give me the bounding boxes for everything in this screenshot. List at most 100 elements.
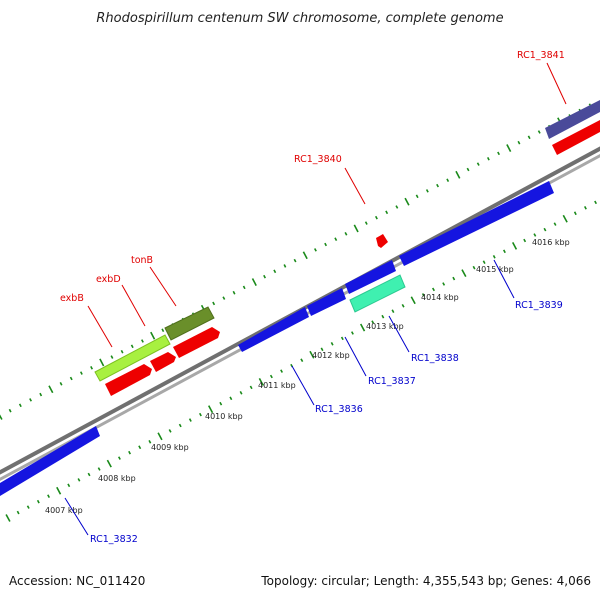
- tick-mark: [562, 214, 568, 223]
- tick-mark: [506, 144, 512, 152]
- gene-RC1-3838-blue[interactable]: [345, 260, 396, 294]
- gene-label-RC1-3841[interactable]: RC1_3841: [517, 50, 565, 61]
- tick-mark: [391, 309, 395, 313]
- topology-text: Topology: circular; Length: 4,355,543 bp…: [260, 574, 591, 588]
- gene-label-RC1-3838[interactable]: RC1_3838: [411, 353, 459, 364]
- gene-red-1[interactable]: [105, 364, 152, 396]
- tick-mark: [0, 414, 3, 420]
- tick-mark: [48, 385, 54, 394]
- tick-mark: [128, 450, 132, 455]
- tick-mark: [442, 282, 446, 286]
- gene-RC1-3836-blue[interactable]: [238, 307, 309, 352]
- gene-label-RC1-3836[interactable]: RC1_3836: [315, 404, 363, 415]
- tick-label: 4009 kbp: [151, 443, 189, 452]
- tick-mark: [293, 258, 297, 263]
- gene-RC1-3838-teal[interactable]: [349, 274, 406, 313]
- tick-mark: [374, 215, 378, 220]
- tick-mark: [511, 242, 518, 250]
- tick-mark: [120, 349, 124, 354]
- tick-mark: [476, 162, 480, 166]
- tick-mark: [106, 459, 112, 468]
- gene-red-3[interactable]: [173, 327, 220, 358]
- tick-mark: [425, 189, 429, 193]
- leader-line: [291, 365, 315, 406]
- leader-line: [64, 497, 89, 536]
- tick-mark: [537, 130, 541, 134]
- gene-RC1-3832-blue[interactable]: [0, 426, 100, 496]
- tick-mark: [385, 210, 389, 215]
- leader-line: [344, 167, 366, 205]
- tick-mark: [415, 194, 419, 199]
- tick-mark: [553, 222, 557, 226]
- tick-mark: [56, 486, 62, 495]
- gene-label-RC1-3839[interactable]: RC1_3839: [515, 300, 563, 311]
- leader-line: [493, 259, 515, 299]
- gene-label-RC1-3837[interactable]: RC1_3837: [368, 376, 416, 387]
- tick-mark: [188, 418, 192, 422]
- gene-label-exbD[interactable]: exbD: [96, 274, 121, 285]
- leader-line: [546, 62, 567, 105]
- gene-RC1-3840-red[interactable]: [376, 234, 388, 248]
- tick-mark: [436, 183, 440, 188]
- tick-mark: [353, 224, 359, 233]
- tick-mark: [350, 331, 354, 335]
- tick-label: 4012 kbp: [312, 351, 350, 360]
- gene-red-2[interactable]: [150, 352, 176, 372]
- tick-mark: [340, 336, 344, 341]
- tick-mark: [300, 358, 304, 362]
- gene-RC1-3841-purple[interactable]: [545, 100, 600, 139]
- tick-mark: [543, 227, 547, 232]
- tick-mark: [517, 140, 521, 145]
- gene-exbB-lime[interactable]: [94, 334, 171, 382]
- tick-mark: [157, 432, 163, 441]
- tick-mark: [401, 304, 405, 308]
- tick-mark: [273, 269, 277, 274]
- tick-mark: [320, 347, 324, 352]
- forward-strand-genes: [94, 100, 600, 396]
- tick-mark: [29, 398, 33, 402]
- tick-mark: [432, 287, 435, 292]
- tick-mark: [110, 355, 114, 359]
- tick-mark: [594, 200, 598, 205]
- map-title: Rhodospirillum centenum SW chromosome, c…: [96, 11, 503, 26]
- tick-mark: [79, 371, 83, 375]
- gene-label-RC1-3832[interactable]: RC1_3832: [90, 534, 138, 545]
- tick-mark: [161, 328, 165, 333]
- tick-mark: [148, 440, 152, 444]
- tick-mark: [222, 296, 226, 300]
- gene-label-RC1-3840[interactable]: RC1_3840: [294, 154, 342, 165]
- tick-mark: [39, 392, 43, 397]
- tick-mark: [198, 412, 202, 417]
- tick-label: 4014 kbp: [421, 293, 459, 302]
- tick-mark: [5, 514, 11, 522]
- reverse-strand-genes: [0, 181, 554, 496]
- gene-label-tonB[interactable]: tonB: [131, 255, 153, 266]
- tick-label: 4007 kbp: [45, 506, 83, 515]
- tick-mark: [212, 301, 216, 306]
- gene-RC1-3837-blue[interactable]: [307, 288, 346, 316]
- tick-mark: [138, 445, 142, 450]
- tick-mark: [309, 350, 315, 359]
- tick-mark: [229, 396, 233, 401]
- tick-mark: [239, 391, 243, 395]
- tick-mark: [178, 423, 182, 428]
- tick-mark: [371, 320, 375, 324]
- gene-label-exbB[interactable]: exbB: [60, 293, 84, 304]
- tick-mark: [486, 157, 490, 161]
- tick-mark: [395, 205, 399, 209]
- tick-label: 4013 kbp: [366, 322, 404, 331]
- tick-mark: [324, 242, 328, 247]
- gene-tonB-olive[interactable]: [164, 306, 215, 341]
- leader-line: [121, 284, 146, 327]
- tick-label: 4010 kbp: [205, 412, 243, 421]
- tick-mark: [16, 510, 20, 515]
- leader-line: [149, 266, 177, 307]
- gene-RC1-3839-blue[interactable]: [399, 181, 554, 266]
- tick-mark: [381, 314, 385, 319]
- tick-mark: [140, 339, 144, 343]
- tick-mark: [461, 269, 467, 277]
- tick-mark: [482, 260, 486, 264]
- tick-mark: [97, 467, 101, 471]
- gene-RC1-3841-red[interactable]: [552, 120, 600, 155]
